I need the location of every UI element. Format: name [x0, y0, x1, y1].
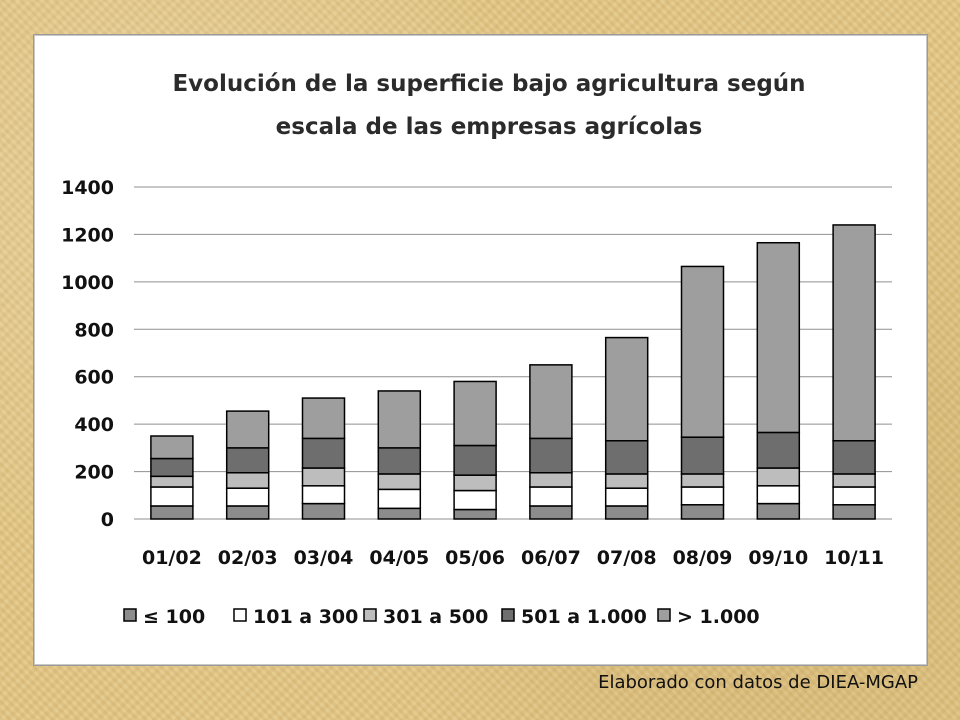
- y-tick-label: 800: [74, 319, 114, 341]
- bar-segment: [756, 485, 801, 505]
- y-tick-label: 600: [74, 367, 114, 389]
- bar-segment: [832, 439, 876, 475]
- bar-segment: [680, 504, 725, 520]
- legend: ≤ 100 101 a 300 301 a 500 501 a 1.000 > 1.00…: [123, 606, 760, 628]
- bar-segment: [756, 241, 801, 434]
- bar-segment: [604, 336, 649, 442]
- bar-segment: [301, 502, 346, 520]
- bar-segment: [453, 444, 497, 476]
- bar-segment: [604, 473, 649, 489]
- stacked-bar-chart: Evolución de la superficie bajo agricult…: [61, 71, 892, 628]
- bar-segment: [377, 473, 422, 491]
- x-category-label: 03/04: [294, 547, 354, 569]
- legend-label: 301 a 500: [383, 606, 488, 628]
- bar-segment: [453, 474, 497, 492]
- x-category-label: 09/10: [748, 547, 808, 569]
- legend-swatch: [657, 608, 671, 622]
- y-tick-label: 200: [74, 462, 114, 484]
- bar-segment: [225, 487, 270, 507]
- bar-segment: [832, 486, 876, 506]
- bar-segment: [301, 397, 346, 440]
- bar-segment: [377, 390, 422, 449]
- bar-segment: [225, 472, 270, 489]
- bar-segment: [150, 457, 194, 478]
- bar-segment: [604, 487, 649, 507]
- bar-segment: [453, 380, 497, 447]
- bar-segment: [832, 224, 876, 442]
- bar-segment: [377, 507, 422, 520]
- bar-segment: [301, 467, 346, 487]
- legend-label: 101 a 300: [253, 606, 358, 628]
- x-category-label: 01/02: [142, 547, 202, 569]
- y-tick-label: 1200: [61, 224, 114, 246]
- bar-segment: [453, 508, 497, 520]
- chart-title-line-1: Evolución de la superficie bajo agricult…: [172, 71, 805, 97]
- bar-segment: [453, 489, 497, 511]
- y-tick-label: 0: [101, 509, 114, 531]
- legend-label: > 1.000: [677, 606, 760, 628]
- y-tick-label: 1000: [61, 272, 114, 294]
- legend-swatch: [501, 608, 515, 622]
- legend-swatch: [233, 608, 247, 622]
- bar-segment: [529, 437, 573, 474]
- legend-label: ≤ 100: [143, 606, 205, 628]
- bar-segment: [225, 410, 270, 449]
- bar-segment: [680, 486, 725, 506]
- y-axis-ticks: 0 200 400 600 800 1000 1200 1400: [61, 177, 114, 531]
- y-tick-label: 400: [74, 414, 114, 436]
- bar-segment: [150, 505, 194, 520]
- x-category-label: 04/05: [369, 547, 429, 569]
- bar-segment: [529, 486, 573, 507]
- source-note: Elaborado con datos de DIEA-MGAP: [598, 672, 918, 693]
- bar-segment: [529, 472, 573, 488]
- bar-segment: [756, 502, 801, 520]
- x-category-label: 06/07: [521, 547, 581, 569]
- legend-swatch: [123, 608, 137, 622]
- bar-segment: [150, 486, 194, 507]
- x-axis-categories: 01/02 02/03 03/04 04/05 05/06 06/07 07/08 08/09…: [142, 547, 884, 569]
- bar-segment: [756, 467, 801, 487]
- bar-segment: [680, 436, 725, 475]
- bar-segment: [150, 475, 194, 488]
- bar-segment: [680, 473, 725, 488]
- bar-segment: [604, 505, 649, 520]
- bars: [150, 224, 876, 520]
- bar-segment: [529, 364, 573, 440]
- x-category-label: 02/03: [218, 547, 278, 569]
- bar-segment: [604, 439, 649, 475]
- x-category-label: 10/11: [824, 547, 884, 569]
- legend-label: 501 a 1.000: [521, 606, 647, 628]
- bar-segment: [529, 505, 573, 520]
- x-category-label: 08/09: [673, 547, 733, 569]
- bar-segment: [832, 473, 876, 488]
- bar-segment: [225, 505, 270, 520]
- bar-segment: [225, 447, 270, 474]
- bar-segment: [377, 488, 422, 510]
- chart-frame: Evolución de la superficie bajo agricult…: [33, 34, 928, 666]
- legend-swatch: [363, 608, 377, 622]
- bar-segment: [680, 265, 725, 438]
- x-category-label: 05/06: [445, 547, 505, 569]
- bar-segment: [301, 437, 346, 469]
- x-category-label: 07/08: [597, 547, 657, 569]
- y-tick-label: 1400: [61, 177, 114, 199]
- bar-segment: [301, 485, 346, 505]
- bar-segment: [377, 447, 422, 475]
- bar-segment: [150, 435, 194, 460]
- bar-segment: [756, 431, 801, 469]
- bar-segment: [832, 504, 876, 520]
- chart-title-line-2: escala de las empresas agrícolas: [276, 114, 703, 140]
